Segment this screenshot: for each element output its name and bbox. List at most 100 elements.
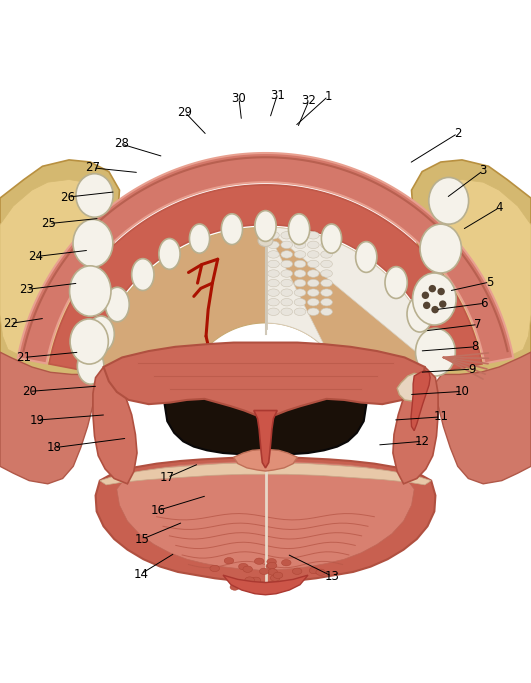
Ellipse shape [321,260,332,268]
Polygon shape [397,374,425,401]
Polygon shape [433,180,531,363]
Ellipse shape [255,210,276,241]
Text: 32: 32 [302,94,316,107]
Text: 9: 9 [468,363,475,376]
Ellipse shape [385,266,407,298]
Text: 23: 23 [19,283,34,296]
Polygon shape [254,410,277,468]
Text: 2: 2 [454,127,461,140]
Text: 10: 10 [455,385,469,398]
Polygon shape [393,367,438,484]
Ellipse shape [294,298,306,306]
Ellipse shape [238,563,248,570]
Ellipse shape [307,289,319,296]
Polygon shape [435,352,531,484]
Polygon shape [266,227,440,390]
Text: 18: 18 [47,441,62,454]
Polygon shape [18,153,513,363]
Text: 13: 13 [324,570,339,583]
Ellipse shape [273,572,283,579]
Ellipse shape [88,316,114,352]
Ellipse shape [321,298,332,306]
Polygon shape [165,376,366,455]
Ellipse shape [254,558,264,564]
Ellipse shape [268,251,279,258]
Text: 14: 14 [133,568,148,581]
Ellipse shape [294,289,306,296]
Ellipse shape [431,306,439,313]
Ellipse shape [294,260,306,268]
Polygon shape [117,462,414,571]
Ellipse shape [293,568,302,574]
Ellipse shape [267,562,277,569]
Ellipse shape [76,173,113,217]
Text: 25: 25 [41,217,56,230]
Ellipse shape [159,238,180,269]
Ellipse shape [420,224,461,273]
Ellipse shape [281,279,293,287]
Ellipse shape [258,235,273,247]
Ellipse shape [307,251,319,258]
Ellipse shape [294,232,306,239]
Ellipse shape [438,288,445,295]
Ellipse shape [230,584,239,590]
Polygon shape [96,457,435,583]
Ellipse shape [321,289,332,296]
Text: 20: 20 [22,385,37,398]
Ellipse shape [316,569,326,576]
Ellipse shape [321,241,332,249]
Text: 15: 15 [135,533,150,546]
Ellipse shape [422,292,429,299]
Ellipse shape [260,568,269,574]
Ellipse shape [307,260,319,268]
Text: 29: 29 [177,106,192,119]
Ellipse shape [294,251,306,258]
Text: 17: 17 [160,471,175,484]
Ellipse shape [281,308,293,316]
Text: 26: 26 [61,191,75,204]
Ellipse shape [70,319,108,364]
Text: 1: 1 [324,89,332,102]
Ellipse shape [307,241,319,249]
Ellipse shape [429,178,468,224]
Ellipse shape [321,270,332,277]
Polygon shape [0,352,96,484]
Ellipse shape [307,308,319,316]
Ellipse shape [266,563,276,570]
Text: 8: 8 [472,340,479,353]
Ellipse shape [268,298,279,306]
Ellipse shape [423,302,431,309]
Ellipse shape [268,279,279,287]
Ellipse shape [294,241,306,249]
Polygon shape [100,462,431,485]
Ellipse shape [294,308,306,316]
Ellipse shape [356,242,377,273]
Ellipse shape [321,224,341,253]
Ellipse shape [288,214,310,245]
Ellipse shape [439,301,447,308]
Polygon shape [0,160,119,378]
Text: 27: 27 [85,161,100,174]
Text: 16: 16 [151,504,166,517]
Ellipse shape [78,348,104,384]
Ellipse shape [268,232,279,239]
Ellipse shape [281,559,291,566]
Polygon shape [49,185,482,372]
Polygon shape [93,367,137,484]
Ellipse shape [70,266,111,316]
Ellipse shape [413,273,456,325]
Text: 12: 12 [415,435,430,448]
Ellipse shape [429,285,436,292]
Text: 24: 24 [29,250,44,263]
Text: 5: 5 [486,275,493,288]
Ellipse shape [253,585,262,591]
Text: 3: 3 [479,164,487,177]
Polygon shape [91,227,440,390]
Ellipse shape [221,214,243,245]
Ellipse shape [307,279,319,287]
Ellipse shape [423,332,449,368]
Ellipse shape [415,329,455,376]
Text: 30: 30 [232,92,246,104]
Ellipse shape [281,289,293,296]
Ellipse shape [321,308,332,316]
